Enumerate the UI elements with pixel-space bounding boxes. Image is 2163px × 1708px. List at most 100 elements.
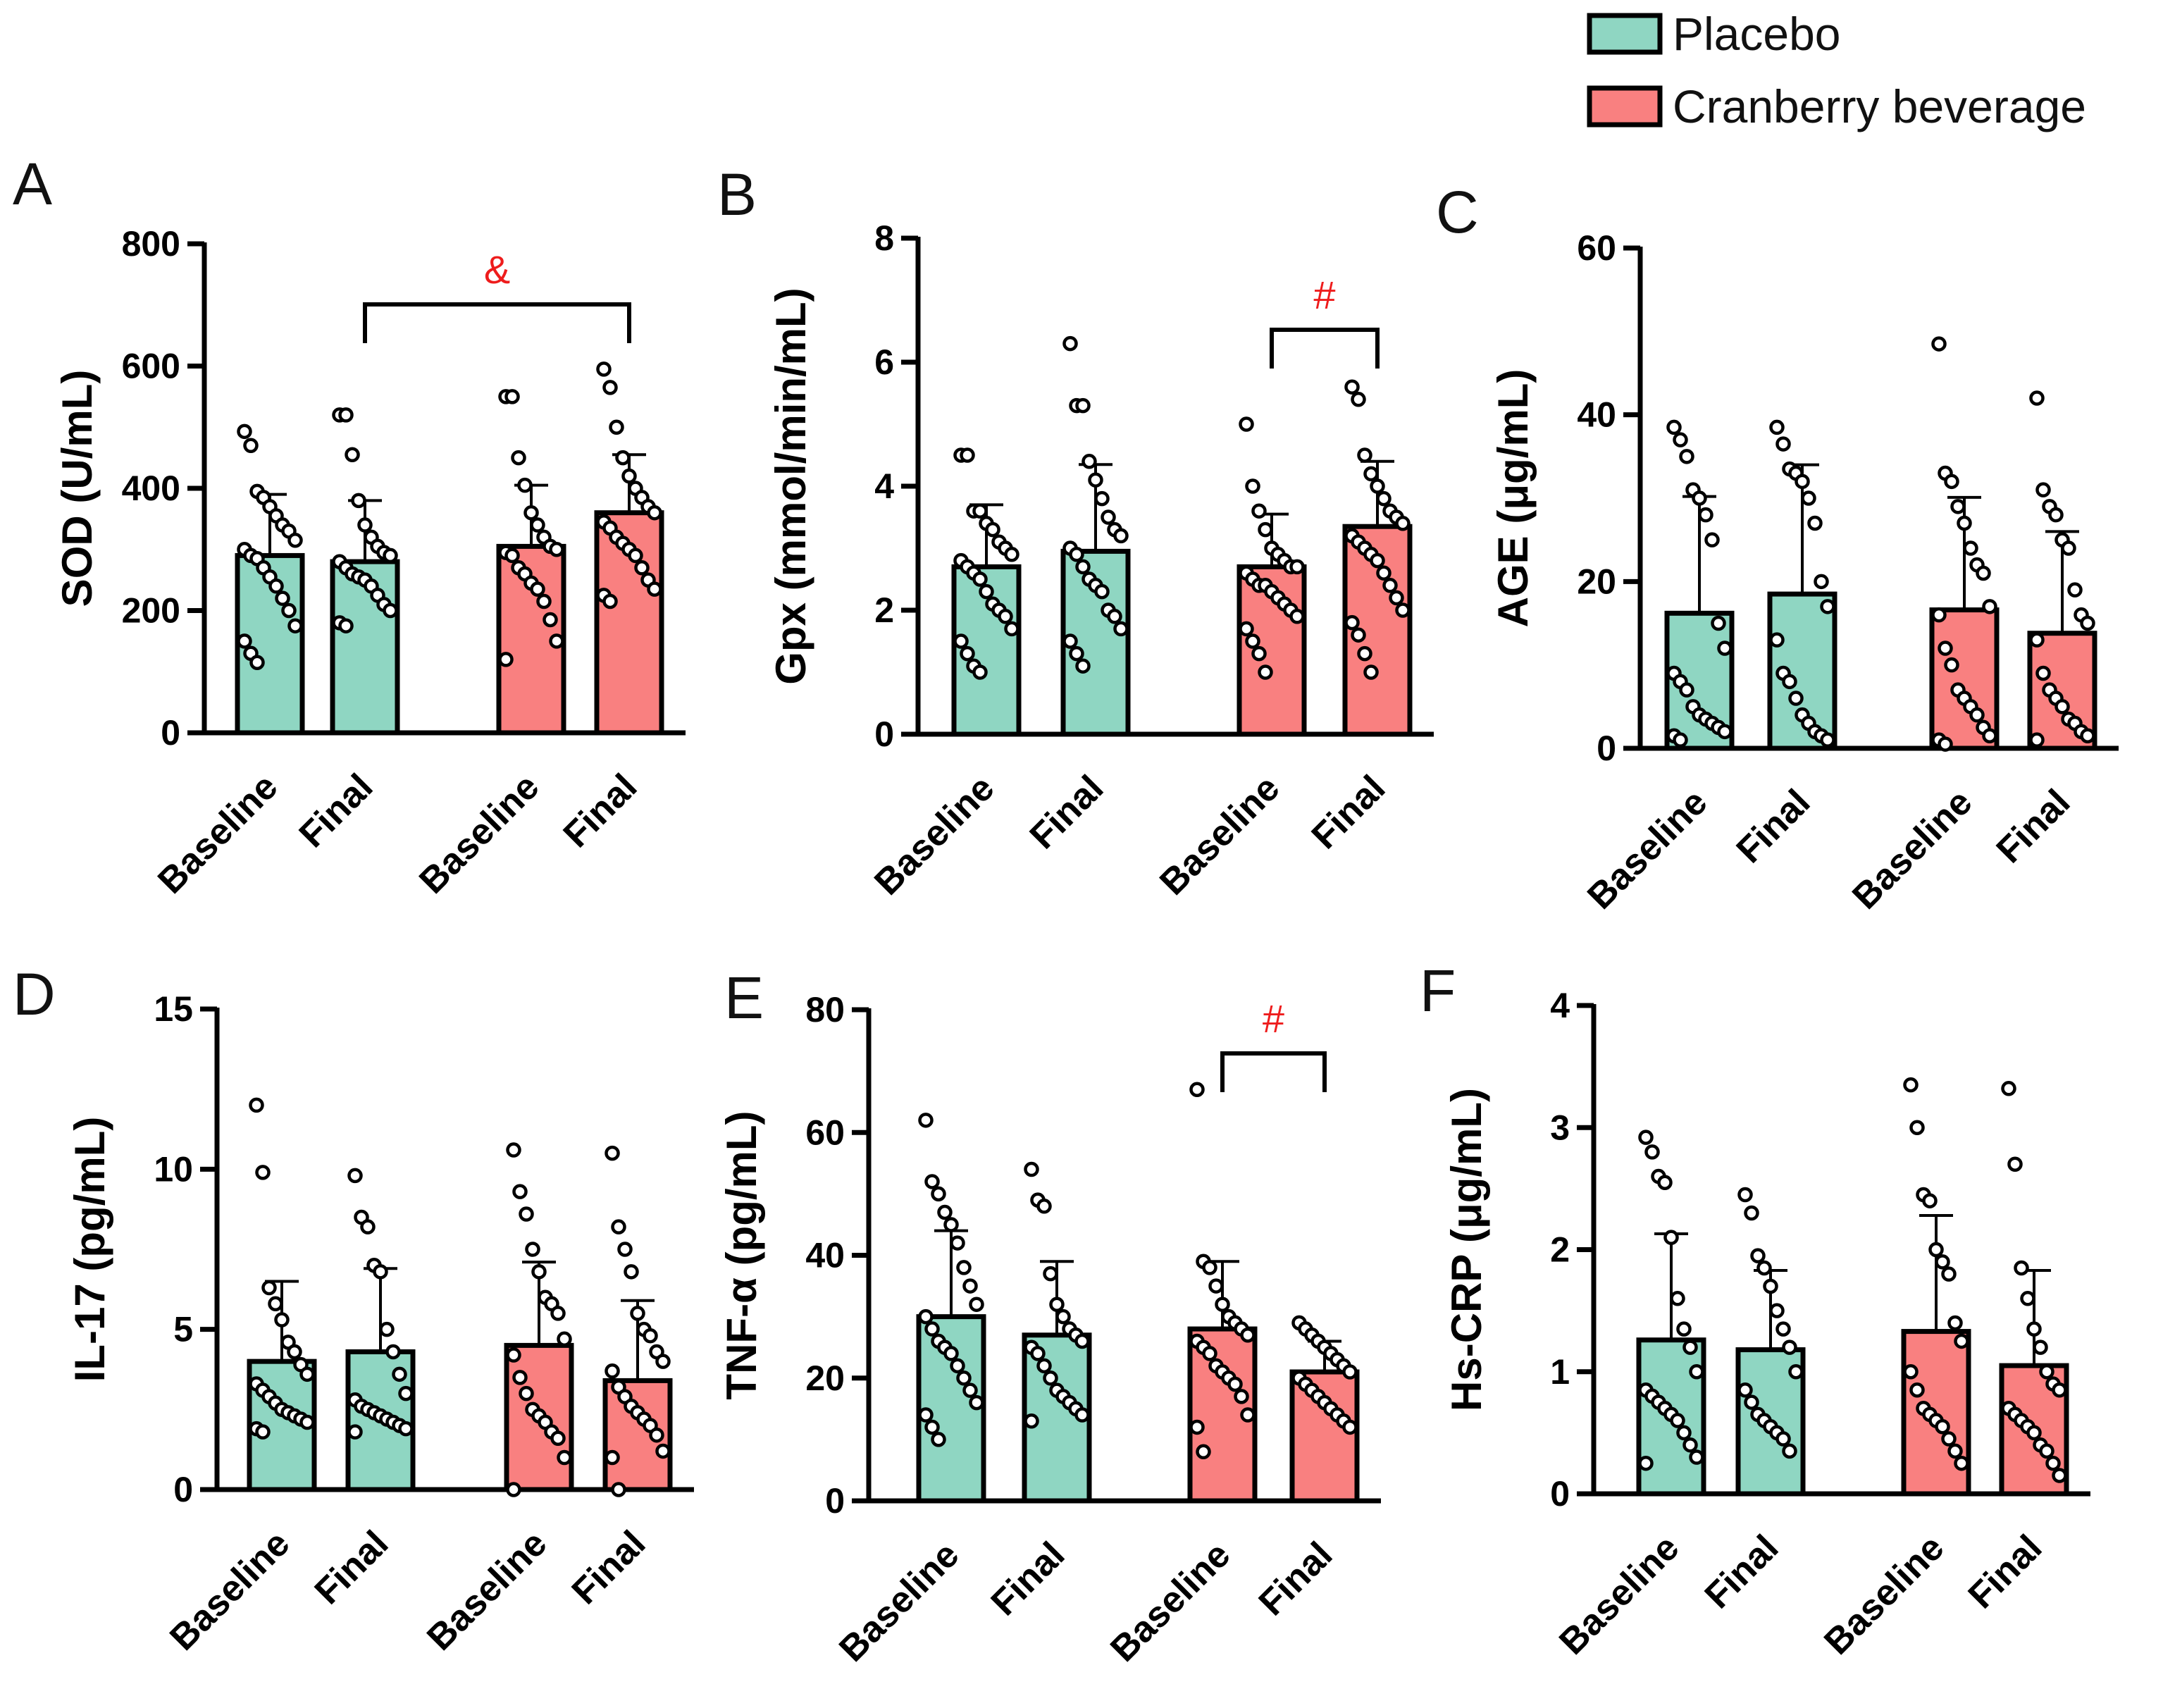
data-point — [549, 633, 564, 649]
y-tick-label: 80 — [805, 990, 845, 1029]
data-point — [2007, 1156, 2023, 1172]
data-point — [1689, 1364, 1704, 1380]
data-point — [2029, 732, 2045, 748]
panel-letter: F — [1420, 958, 1456, 1024]
y-axis-title: Hs-CRP (μg/mL) — [1443, 1088, 1490, 1411]
data-point — [506, 1142, 521, 1158]
data-point — [2020, 1291, 2035, 1306]
data-point — [605, 1449, 620, 1466]
data-point — [345, 447, 360, 463]
data-point — [512, 1184, 528, 1199]
data-point — [506, 1482, 521, 1497]
data-point — [255, 1424, 271, 1440]
data-point — [1763, 1278, 1778, 1294]
data-point — [1769, 1303, 1785, 1318]
data-point — [1673, 732, 1688, 748]
data-point — [1196, 1444, 1211, 1460]
y-tick-label: 40 — [805, 1236, 845, 1275]
y-tick-label: 40 — [1577, 395, 1616, 435]
data-point — [960, 447, 975, 463]
data-point — [281, 602, 297, 619]
data-point — [261, 1280, 277, 1296]
data-point — [1363, 466, 1379, 482]
y-tick-label: 0 — [1550, 1474, 1570, 1514]
data-point — [1351, 627, 1366, 643]
data-point — [1909, 1120, 1925, 1135]
data-point — [550, 1430, 566, 1447]
data-point — [611, 1482, 626, 1497]
y-tick-label: 800 — [122, 224, 180, 264]
data-point — [1698, 507, 1713, 523]
data-point — [1954, 1333, 1969, 1349]
data-point — [1049, 1297, 1065, 1312]
data-point — [1903, 1077, 1919, 1093]
data-point — [1638, 1455, 1654, 1471]
data-point — [1744, 1394, 1759, 1410]
data-point — [624, 1264, 639, 1280]
data-point — [373, 1264, 388, 1280]
data-point — [498, 652, 514, 667]
y-tick-label: 0 — [874, 714, 894, 754]
panel-letter: A — [13, 151, 52, 217]
y-tick-label: 4 — [874, 466, 894, 506]
data-point — [1075, 559, 1091, 575]
data-point — [972, 571, 988, 587]
data-point — [1075, 658, 1091, 674]
x-tick-label: Final — [1961, 1527, 2050, 1616]
data-point — [530, 581, 545, 597]
data-point — [1788, 1364, 1804, 1380]
data-point — [1795, 474, 1810, 490]
data-point — [1251, 645, 1267, 662]
data-point — [979, 583, 994, 600]
data-point — [962, 1278, 978, 1294]
data-point — [1062, 633, 1078, 649]
data-point — [634, 560, 650, 576]
x-tick-label: Baseline — [831, 1534, 967, 1669]
data-point — [1101, 509, 1116, 525]
data-point — [1189, 1082, 1205, 1098]
data-point — [649, 1427, 664, 1443]
data-point — [972, 664, 988, 680]
data-point — [1750, 1248, 1766, 1263]
y-tick-label: 60 — [1577, 228, 1616, 268]
data-point — [1969, 707, 1985, 723]
data-point — [1069, 645, 1084, 662]
data-point — [655, 1443, 671, 1459]
data-point — [550, 1306, 566, 1321]
data-point — [2014, 1260, 2029, 1276]
data-point — [609, 419, 624, 435]
data-point — [1389, 590, 1404, 606]
data-point — [1676, 1321, 1692, 1337]
data-point — [918, 1113, 934, 1128]
data-point — [1395, 602, 1411, 618]
data-point — [1692, 490, 1707, 506]
data-point — [918, 1407, 934, 1423]
data-point — [1941, 1431, 1957, 1447]
x-tick-label: Baseline — [411, 766, 547, 901]
data-point — [1954, 1455, 1969, 1471]
data-point — [243, 438, 259, 454]
data-point — [2001, 1081, 2016, 1096]
data-point — [1258, 664, 1273, 680]
data-point — [943, 1217, 959, 1232]
data-point — [1769, 632, 1785, 648]
x-tick-label: Final — [1697, 1527, 1787, 1616]
panel-letter: E — [724, 965, 764, 1031]
x-tick-label: Baseline — [162, 1523, 297, 1658]
data-point — [1711, 615, 1726, 631]
data-point — [1775, 436, 1791, 452]
data-point — [1744, 1205, 1759, 1221]
data-point — [617, 1242, 633, 1257]
data-point — [255, 1165, 271, 1180]
significance-bracket — [1270, 328, 1380, 369]
y-axis-title: IL-17 (pg/mL) — [66, 1117, 113, 1382]
data-point — [1931, 607, 1947, 623]
data-point — [1944, 474, 1959, 490]
data-point — [1682, 1437, 1698, 1453]
data-point — [347, 1424, 363, 1440]
data-point — [924, 1174, 940, 1189]
x-tick-label: Final — [564, 1523, 654, 1612]
y-tick-label: 2 — [1550, 1230, 1570, 1270]
